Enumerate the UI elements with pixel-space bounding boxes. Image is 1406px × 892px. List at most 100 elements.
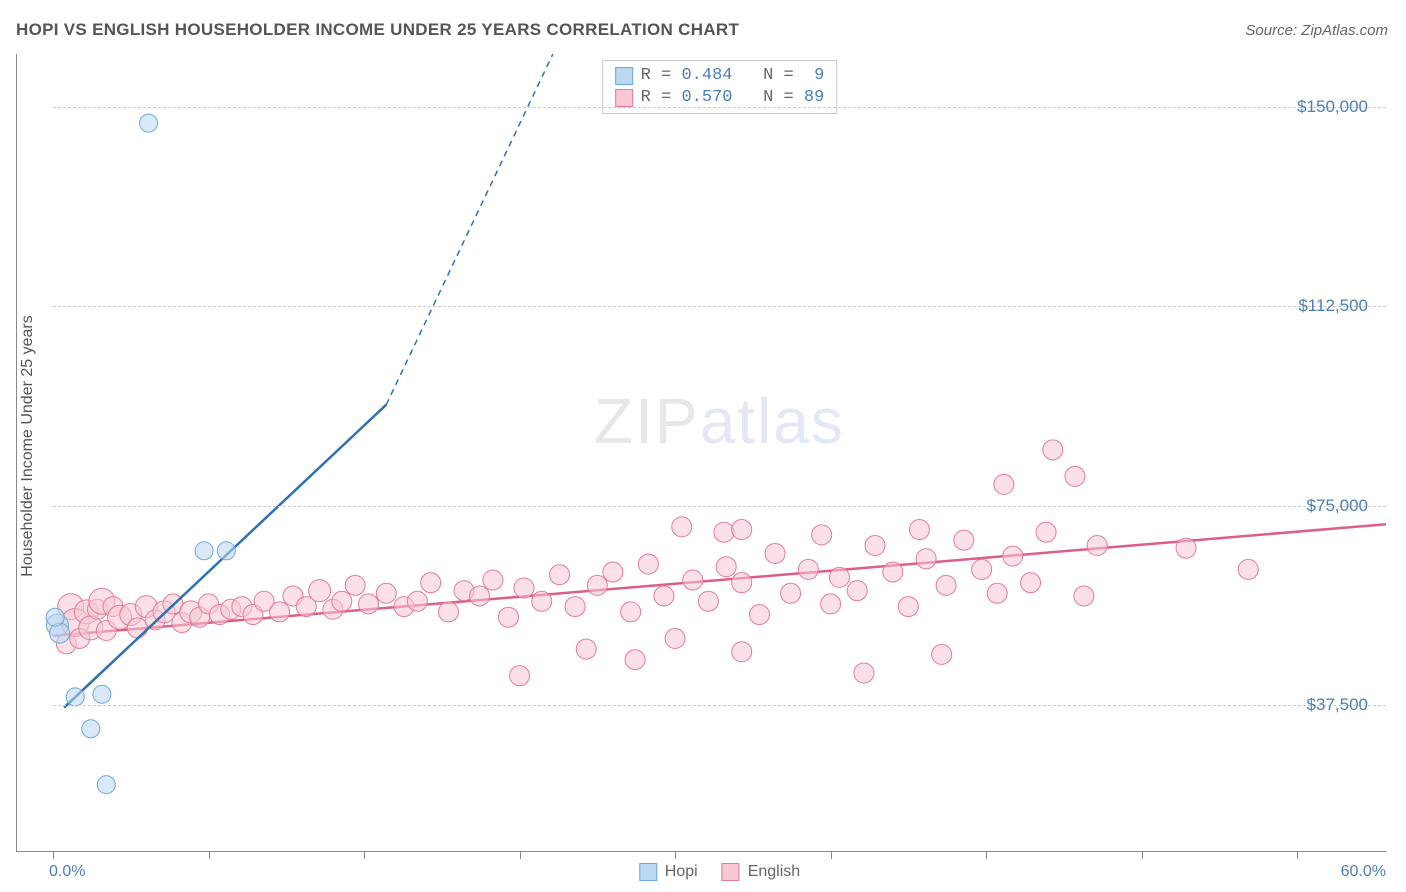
- data-point: [66, 688, 84, 706]
- x-tick: [1142, 851, 1143, 859]
- legend-label-hopi: Hopi: [665, 863, 698, 881]
- data-point: [909, 520, 929, 540]
- gridline: [53, 705, 1386, 706]
- data-point: [749, 605, 769, 625]
- data-point: [821, 594, 841, 614]
- data-point: [672, 517, 692, 537]
- data-point: [470, 586, 490, 606]
- x-tick: [675, 851, 676, 859]
- data-point: [587, 575, 607, 595]
- data-point: [638, 554, 658, 574]
- legend-series: Hopi English: [639, 863, 800, 881]
- data-point: [798, 559, 818, 579]
- swatch-hopi-icon: [639, 863, 657, 881]
- data-point: [883, 562, 903, 582]
- data-point: [654, 586, 674, 606]
- x-tick: [986, 851, 987, 859]
- scatter-svg: [53, 54, 1386, 851]
- data-point: [438, 602, 458, 622]
- data-point: [987, 583, 1007, 603]
- data-point: [358, 594, 378, 614]
- data-point: [916, 549, 936, 569]
- data-point: [270, 602, 290, 622]
- x-tick: [520, 851, 521, 859]
- data-point: [1238, 559, 1258, 579]
- data-point: [407, 591, 427, 611]
- data-point: [732, 573, 752, 593]
- source-prefix: Source:: [1245, 22, 1301, 39]
- data-point: [714, 522, 734, 542]
- data-point: [829, 567, 849, 587]
- data-point: [565, 597, 585, 617]
- data-point: [865, 535, 885, 555]
- source-name: ZipAtlas.com: [1301, 22, 1388, 39]
- data-point: [665, 628, 685, 648]
- data-point: [716, 557, 736, 577]
- data-point: [550, 565, 570, 585]
- data-point: [97, 776, 115, 794]
- data-point: [972, 559, 992, 579]
- data-point: [765, 543, 785, 563]
- data-point: [732, 642, 752, 662]
- legend-item-english: English: [722, 863, 800, 881]
- data-point: [898, 597, 918, 617]
- data-point: [46, 608, 64, 626]
- data-point: [510, 666, 530, 686]
- data-point: [936, 575, 956, 595]
- data-point: [1036, 522, 1056, 542]
- data-point: [93, 685, 111, 703]
- swatch-english-icon: [722, 863, 740, 881]
- gridline: [53, 506, 1386, 507]
- data-point: [1087, 535, 1107, 555]
- data-point: [195, 542, 213, 560]
- data-point: [217, 542, 235, 560]
- plot-area: ZIPatlas R = 0.484 N = 9 R = 0.570 N =: [53, 54, 1386, 851]
- data-point: [498, 607, 518, 627]
- chart-title: HOPI VS ENGLISH HOUSEHOLDER INCOME UNDER…: [16, 20, 739, 40]
- legend-item-hopi: Hopi: [639, 863, 698, 881]
- data-point: [514, 578, 534, 598]
- data-point: [732, 520, 752, 540]
- gridline: [53, 306, 1386, 307]
- data-point: [332, 591, 352, 611]
- data-point: [932, 644, 952, 664]
- data-point: [847, 581, 867, 601]
- y-tick-label: $37,500: [1307, 695, 1368, 715]
- data-point: [376, 583, 396, 603]
- data-point: [309, 580, 331, 602]
- data-point: [994, 474, 1014, 494]
- x-tick: [53, 851, 54, 859]
- x-axis-min: 0.0%: [49, 863, 85, 881]
- data-point: [1065, 466, 1085, 486]
- x-tick: [831, 851, 832, 859]
- data-point: [1176, 538, 1196, 558]
- data-point: [483, 570, 503, 590]
- data-point: [1043, 440, 1063, 460]
- x-tick: [209, 851, 210, 859]
- data-point: [127, 618, 147, 638]
- data-point: [1003, 546, 1023, 566]
- x-axis-max: 60.0%: [1341, 863, 1386, 881]
- data-point: [603, 562, 623, 582]
- data-point: [621, 602, 641, 622]
- y-tick-label: $150,000: [1297, 97, 1368, 117]
- legend-label-english: English: [748, 863, 800, 881]
- data-point: [854, 663, 874, 683]
- data-point: [781, 583, 801, 603]
- data-point: [345, 575, 365, 595]
- y-tick-label: $75,000: [1307, 496, 1368, 516]
- plot-frame: ZIPatlas R = 0.484 N = 9 R = 0.570 N =: [16, 54, 1386, 852]
- x-tick: [1297, 851, 1298, 859]
- gridline: [53, 107, 1386, 108]
- data-point: [82, 720, 100, 738]
- data-point: [954, 530, 974, 550]
- data-point: [812, 525, 832, 545]
- data-point: [683, 570, 703, 590]
- source-attribution: Source: ZipAtlas.com: [1245, 22, 1388, 39]
- data-point: [140, 114, 158, 132]
- data-point: [576, 639, 596, 659]
- data-point: [1074, 586, 1094, 606]
- x-tick: [364, 851, 365, 859]
- data-point: [625, 650, 645, 670]
- data-point: [421, 573, 441, 593]
